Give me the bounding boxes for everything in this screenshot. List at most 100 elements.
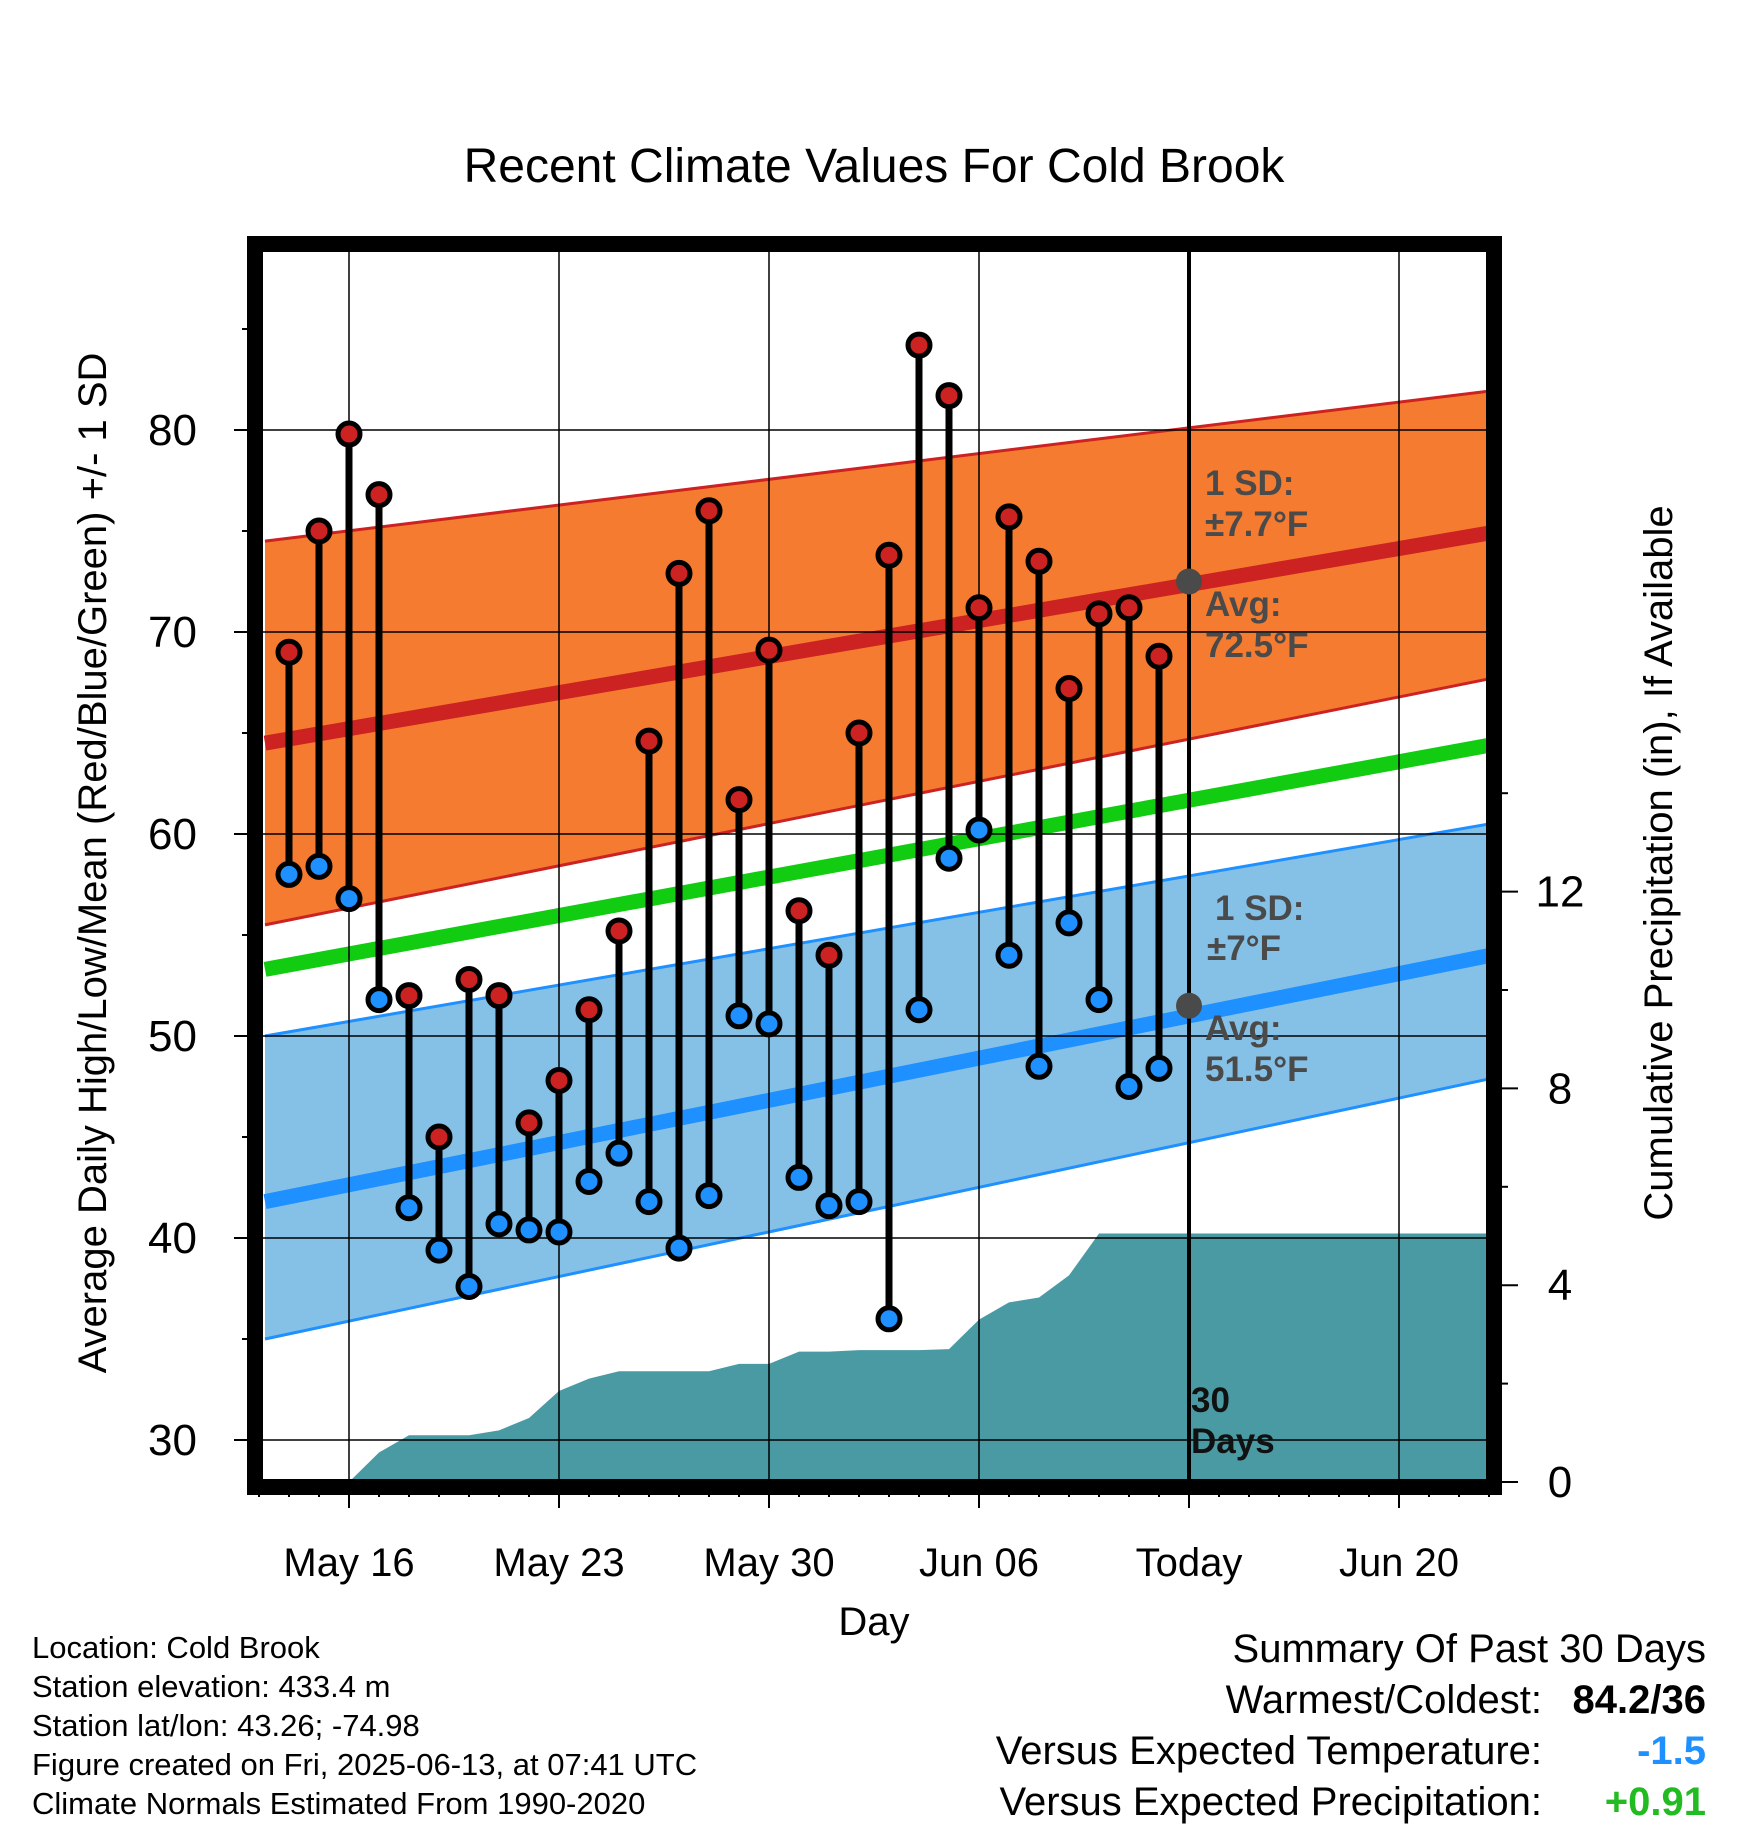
- chart-title: Recent Climate Values For Cold Brook: [464, 140, 1286, 193]
- high-point: [875, 541, 903, 569]
- high-point: [1025, 547, 1053, 575]
- x-tick-label: Jun 06: [919, 1541, 1039, 1585]
- low-avg-value: 51.5°F: [1205, 1050, 1309, 1089]
- low-avg-label: Avg:: [1205, 1009, 1281, 1048]
- low-sd-value: ±7°F: [1207, 929, 1281, 968]
- y-tick-label: 40: [148, 1214, 197, 1263]
- high-point: [815, 941, 843, 969]
- high-sd-band: [265, 390, 1494, 925]
- low-point: [935, 844, 963, 872]
- low-point: [995, 941, 1023, 969]
- y2-tick-label: 4: [1548, 1261, 1572, 1310]
- precip-deviation-label: Versus Expected Precipitation:: [999, 1780, 1542, 1824]
- y2-tick-label: 0: [1548, 1458, 1572, 1507]
- daily-stems: [275, 331, 1173, 1333]
- high-avg-label: Avg:: [1205, 585, 1281, 624]
- warmest-coldest-value: 84.2/36: [1572, 1678, 1706, 1722]
- high-point: [275, 638, 303, 666]
- low-point: [905, 996, 933, 1024]
- low-point: [845, 1188, 873, 1216]
- low-point: [575, 1167, 603, 1195]
- plot-frame: [247, 236, 1502, 1495]
- created-text: Figure created on Fri, 2025-06-13, at 07…: [32, 1747, 698, 1782]
- high-normal-line: [263, 524, 1494, 751]
- low-point: [755, 1010, 783, 1038]
- y-tick-label: 80: [148, 406, 197, 455]
- x-tick-label: Jun 20: [1339, 1541, 1459, 1585]
- low-point: [695, 1182, 723, 1210]
- window-label-days: Days: [1191, 1422, 1275, 1461]
- high-point: [1115, 594, 1143, 622]
- low-point: [815, 1192, 843, 1220]
- low-point: [395, 1194, 423, 1222]
- low-point: [635, 1188, 663, 1216]
- low-point: [365, 986, 393, 1014]
- y-axis-label: Average Daily High/Low/Mean (Red/Blue/Gr…: [71, 353, 115, 1374]
- high-point: [335, 420, 363, 448]
- high-point: [785, 897, 813, 925]
- station-info: Location: Cold Brook Station elevation: …: [32, 1628, 697, 1823]
- high-point: [425, 1123, 453, 1151]
- mean-normal-line: [263, 736, 1494, 977]
- high-point: [725, 786, 753, 814]
- x-tick-label: May 23: [493, 1541, 624, 1585]
- low-point: [1115, 1073, 1143, 1100]
- high-point: [1085, 600, 1113, 628]
- latlon-text: Station lat/lon: 43.26; -74.98: [32, 1708, 420, 1743]
- summary-title: Summary Of Past 30 Days: [1232, 1627, 1706, 1671]
- y2-tick-label: 8: [1548, 1064, 1572, 1113]
- precip-deviation-value: +0.91: [1604, 1780, 1706, 1824]
- low-avg-marker: [1176, 992, 1202, 1019]
- high-point: [365, 481, 393, 509]
- high-point: [665, 559, 693, 587]
- x-tick-label: May 16: [283, 1541, 414, 1585]
- high-point: [905, 331, 933, 359]
- temp-deviation-value: -1.5: [1637, 1729, 1706, 1773]
- y2-tick-label: 12: [1536, 868, 1585, 917]
- high-point: [1145, 642, 1173, 670]
- low-point: [515, 1216, 543, 1244]
- low-point: [1055, 909, 1083, 937]
- window-label-number: 30: [1191, 1381, 1230, 1420]
- low-point: [1025, 1052, 1053, 1080]
- low-point: [785, 1163, 813, 1191]
- high-point: [515, 1109, 543, 1137]
- high-sd-band-lower-edge: [264, 676, 1494, 927]
- high-point: [455, 965, 483, 993]
- low-point: [725, 1002, 753, 1030]
- low-point: [455, 1272, 483, 1300]
- high-point: [1055, 675, 1083, 703]
- high-point: [605, 917, 633, 945]
- high-point: [485, 982, 513, 1010]
- y-tick-label: 70: [148, 608, 197, 657]
- x-axis-label: Day: [838, 1600, 909, 1644]
- high-point: [695, 497, 723, 525]
- low-point: [665, 1234, 693, 1262]
- low-point: [965, 816, 993, 844]
- high-point: [305, 517, 333, 545]
- low-point: [485, 1210, 513, 1238]
- high-point: [965, 594, 993, 622]
- low-point: [1085, 986, 1113, 1014]
- high-sd-band-upper-edge: [264, 388, 1494, 543]
- y-tick-label: 30: [148, 1416, 197, 1465]
- low-point: [275, 860, 303, 888]
- high-avg-marker: [1176, 568, 1202, 595]
- low-point: [1145, 1054, 1173, 1082]
- low-point: [305, 852, 333, 880]
- high-sd-value: ±7.7°F: [1205, 505, 1308, 544]
- warmest-coldest-label: Warmest/Coldest:: [1225, 1678, 1542, 1722]
- precipitation-area: [349, 1233, 1494, 1487]
- high-point: [575, 996, 603, 1024]
- low-sd-label: 1 SD:: [1215, 889, 1304, 928]
- high-point: [935, 382, 963, 410]
- high-point: [995, 503, 1023, 531]
- elevation-text: Station elevation: 433.4 m: [32, 1669, 391, 1704]
- low-point: [425, 1236, 453, 1264]
- y-tick-label: 50: [148, 1012, 197, 1061]
- low-point: [875, 1305, 903, 1333]
- low-point: [335, 885, 363, 913]
- y-tick-label: 60: [148, 810, 197, 859]
